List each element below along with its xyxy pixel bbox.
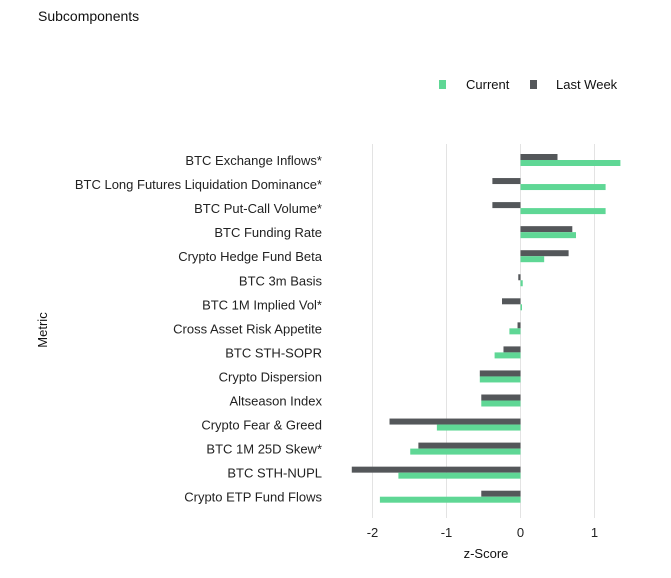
bar-last-week: [518, 274, 521, 281]
bar-current: [520, 304, 522, 311]
bar-current: [520, 208, 606, 215]
x-tick-label: -1: [441, 525, 453, 540]
bar-current: [436, 424, 521, 431]
bar-last-week: [418, 442, 521, 449]
bars: [351, 154, 621, 503]
category-label: Crypto Hedge Fund Beta: [178, 249, 323, 264]
bar-last-week: [479, 370, 521, 377]
legend-label: Current: [466, 77, 510, 92]
bar-current: [410, 448, 521, 455]
category-label: BTC STH-NUPL: [227, 466, 322, 481]
bar-last-week: [520, 226, 573, 233]
y-axis-label: Metric: [35, 312, 50, 348]
bar-last-week: [520, 154, 558, 160]
bar-last-week: [351, 466, 521, 473]
bar-current: [494, 352, 521, 359]
category-label: BTC Exchange Inflows*: [185, 153, 322, 168]
grid-lines: [372, 144, 595, 518]
category-labels: BTC Exchange Inflows* BTC Long Futures Li…: [75, 153, 323, 505]
category-label: BTC Funding Rate: [214, 225, 322, 240]
bar-current: [479, 376, 521, 383]
bar-last-week: [389, 418, 521, 425]
bar-current: [520, 256, 545, 263]
legend-swatch: [530, 80, 537, 89]
category-label: Crypto ETP Fund Flows: [184, 490, 322, 505]
category-label: BTC 1M 25D Skew*: [206, 442, 322, 457]
bar-last-week: [502, 298, 521, 305]
bar-last-week: [481, 394, 521, 401]
x-tick-label: 0: [517, 525, 524, 540]
bar-last-week: [520, 250, 569, 257]
bar-current: [481, 400, 521, 407]
category-label: Crypto Dispersion: [219, 369, 322, 384]
category-label: BTC 1M Implied Vol*: [202, 297, 322, 312]
bar-last-week: [481, 490, 521, 497]
legend: Current Last Week: [439, 77, 618, 92]
chart-title: Subcomponents: [38, 8, 139, 24]
bar-last-week: [492, 202, 521, 209]
category-label: Altseason Index: [229, 394, 322, 409]
legend-swatch: [439, 80, 446, 89]
category-label: BTC Put-Call Volume*: [194, 201, 322, 216]
bar-current: [520, 232, 576, 239]
bar-current: [520, 280, 523, 287]
bar-current: [520, 160, 621, 166]
category-label: Cross Asset Risk Appetite: [173, 321, 322, 336]
category-label: BTC STH-SOPR: [225, 345, 322, 360]
bar-last-week: [492, 178, 521, 185]
x-tick-label: -2: [367, 525, 379, 540]
bar-last-week: [517, 322, 521, 329]
legend-label: Last Week: [556, 77, 618, 92]
x-tick-labels: -2 -1 0 1: [367, 525, 598, 540]
bar-current: [379, 496, 521, 503]
bar-last-week: [503, 346, 521, 353]
category-label: BTC Long Futures Liquidation Dominance*: [75, 177, 322, 192]
category-label: BTC 3m Basis: [239, 273, 323, 288]
x-axis-label: z-Score: [464, 546, 509, 561]
category-label: Crypto Fear & Greed: [201, 418, 322, 433]
bar-current: [509, 328, 521, 335]
x-tick-label: 1: [591, 525, 598, 540]
bar-current: [398, 472, 521, 479]
bar-current: [520, 184, 606, 191]
